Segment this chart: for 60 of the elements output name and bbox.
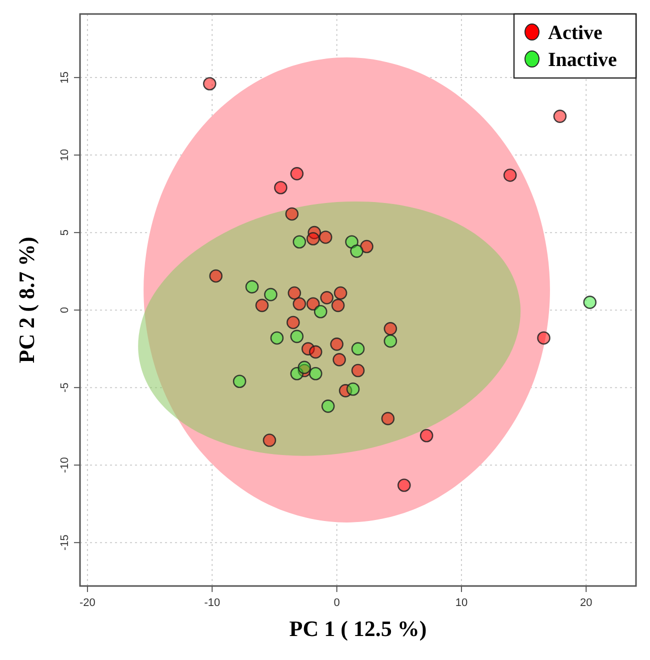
point [332,353,346,366]
point [232,374,246,388]
point [274,180,288,194]
point [290,167,304,180]
x-tick-label: 10 [455,597,468,609]
point [321,400,335,413]
x-tick-label: 0 [334,597,340,609]
y-tick-label: -10 [59,457,71,474]
point [346,382,360,396]
point [537,331,550,345]
point [360,240,374,254]
point [308,345,322,359]
x-tick-label: -20 [80,597,96,609]
y-tick-label: -15 [59,534,71,551]
point [553,110,567,123]
y-axis-title: PC 2 ( 8.7 %) [14,236,39,364]
x-tick-label: -10 [204,597,220,609]
point [583,296,597,309]
point [203,77,216,90]
point [262,434,276,447]
point [286,316,300,330]
point [350,244,364,258]
point [381,412,395,426]
point [397,478,411,492]
point [345,235,358,249]
y-tick-label: 0 [59,307,71,314]
point [384,322,398,336]
point [292,235,306,249]
x-axis-title: PC 1 ( 12.5 %) [289,616,427,641]
point [298,360,312,374]
point [314,304,328,318]
legend-label: Active [548,22,603,44]
point [384,334,398,348]
point [331,298,345,312]
point [318,230,332,244]
y-tick-label: -5 [59,382,71,392]
point [285,207,299,221]
legend-label: Inactive [548,49,617,71]
point [306,232,320,246]
point [320,291,334,304]
point [270,331,284,345]
y-tick-label: 5 [59,230,71,236]
point [290,330,304,344]
point [209,269,223,283]
y-tick-label: 10 [59,148,71,162]
point [503,168,517,182]
point [330,338,344,351]
point [334,286,348,300]
point [420,429,434,442]
point [308,366,322,380]
point [245,280,259,294]
x-tick-label: 20 [580,597,592,609]
point [351,364,365,378]
point [264,288,278,302]
point [351,342,365,356]
point [306,297,320,311]
point [292,297,306,311]
y-tick-label: 15 [59,71,71,84]
point [288,286,302,300]
point [255,298,269,312]
